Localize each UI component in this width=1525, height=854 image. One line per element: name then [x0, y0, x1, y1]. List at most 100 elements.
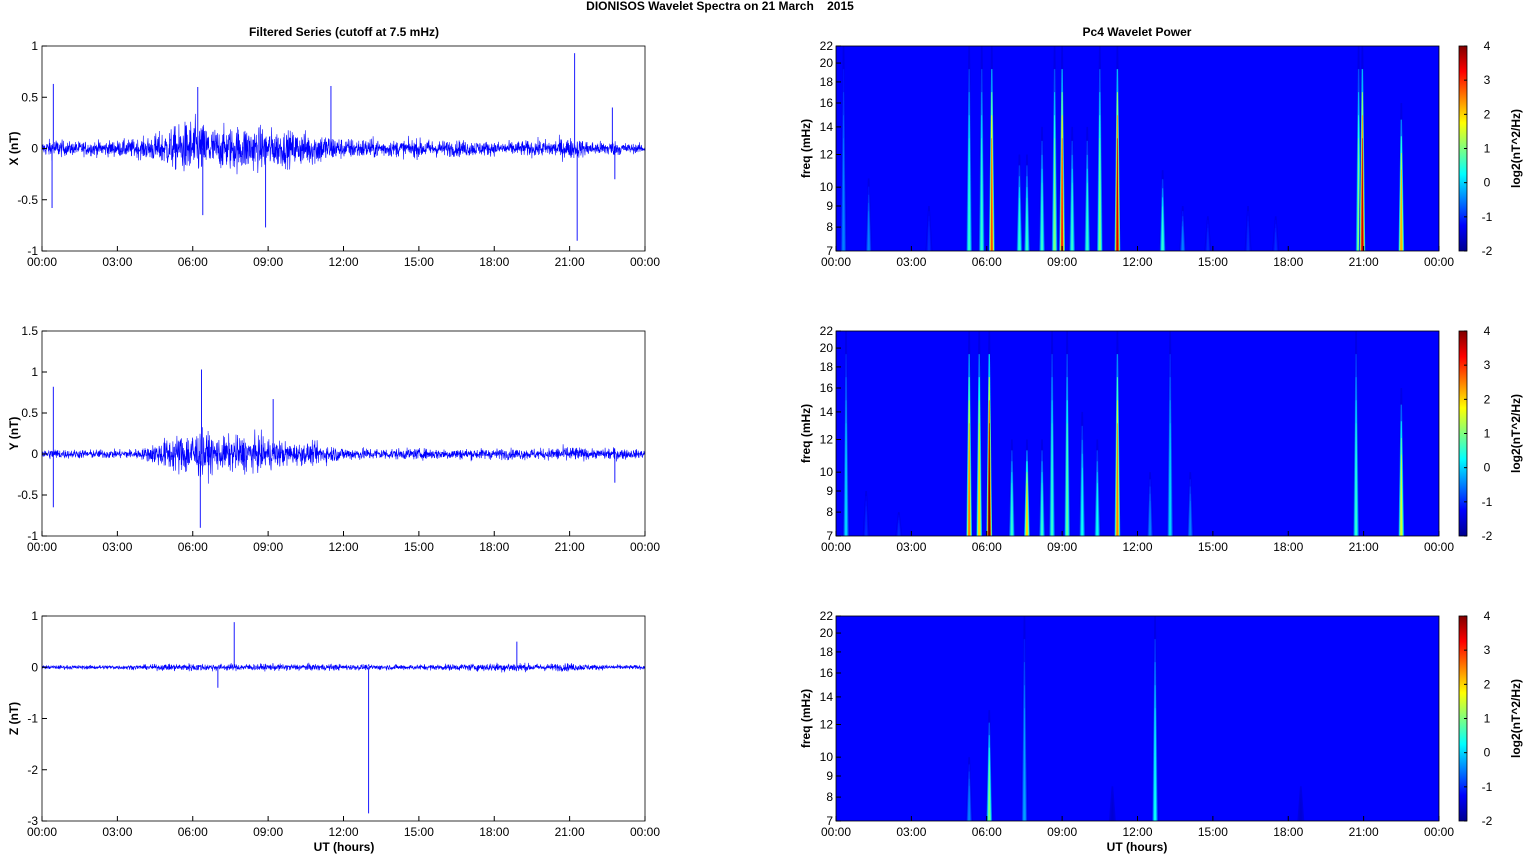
z-series-xtick-label: 12:00: [328, 825, 358, 839]
y-series-xtick-label: 18:00: [479, 540, 509, 554]
x-wavelet-burst: [1025, 197, 1028, 251]
y-wavelet-ytick-label: 18: [820, 360, 834, 374]
y-wavelet-colorbar-label: 3: [1484, 358, 1491, 372]
x-wavelet-xtick-label: 18:00: [1273, 255, 1303, 269]
z-wavelet-colorbar-label: -2: [1482, 814, 1493, 828]
x-wavelet-burst: [1357, 138, 1360, 251]
x-series-ytick-label: -1: [27, 244, 38, 258]
z-wavelet-ytick-label: 16: [820, 666, 834, 680]
x-wavelet-xtick-label: 06:00: [972, 255, 1002, 269]
x-wavelet-burst: [1161, 206, 1164, 251]
y-wavelet-burst: [1096, 482, 1099, 536]
y-wavelet-ylabel: freq (mHz): [799, 404, 813, 463]
y-wavelet-burst: [1189, 500, 1192, 536]
y-wavelet-burst: [1010, 482, 1013, 536]
x-wavelet-background: [836, 46, 1439, 251]
y-wavelet-ytick-label: 12: [820, 433, 834, 447]
z-series-ytick-label: -1: [27, 712, 38, 726]
x-wavelet-burst: [1206, 231, 1209, 251]
x-wavelet-colorbar-label: 0: [1484, 176, 1491, 190]
z-wavelet-ytick-label: 20: [820, 626, 834, 640]
y-series-ytick-label: 1.5: [21, 324, 38, 338]
z-series-plot-area: [42, 616, 645, 821]
x-series-xtick-label: 15:00: [404, 255, 434, 269]
y-wavelet-burst: [1400, 454, 1403, 536]
y-wavelet-colorbar-label: 0: [1484, 461, 1491, 475]
x-wavelet-burst: [980, 138, 983, 251]
y-wavelet-burst: [1040, 482, 1044, 536]
y-series-xtick-label: 15:00: [404, 540, 434, 554]
y-series-xtick-label: 06:00: [178, 540, 208, 554]
y-wavelet-ytick-label: 9: [826, 484, 833, 498]
y-wavelet-ytick-label: 20: [820, 341, 834, 355]
x-wavelet-xtick-label: 09:00: [1047, 255, 1077, 269]
x-wavelet-burst: [968, 138, 971, 251]
y-wavelet-colorbar-label: -1: [1482, 495, 1493, 509]
y-wavelet-burst: [845, 423, 848, 536]
z-wavelet-burst: [988, 760, 991, 821]
y-wavelet-ytick-label: 16: [820, 381, 834, 395]
z-series-panel: 10-1-2-300:00 03:00 06:00 09:00 12:00 15:00 18…: [7, 609, 660, 839]
x-wavelet-ytick-label: 12: [820, 148, 834, 162]
y-wavelet-ytick-label: 14: [820, 405, 834, 419]
y-wavelet-colorbar-label: 4: [1484, 324, 1491, 338]
x-wavelet-burst: [1098, 138, 1101, 251]
y-series-ytick-label: -0.5: [17, 488, 38, 502]
x-wavelet-colorbar-label: -1: [1482, 210, 1493, 224]
z-wavelet-xtick-label: 18:00: [1273, 825, 1303, 839]
x-wavelet-burst: [1274, 231, 1277, 251]
y-wavelet-burst: [1066, 423, 1069, 536]
x-wavelet-colorbar-label: -2: [1482, 244, 1493, 258]
x-series-xtick-label: 12:00: [328, 255, 358, 269]
y-wavelet-burst: [865, 511, 868, 536]
z-wavelet-burst: [968, 785, 971, 821]
y-wavelet-burst: [1116, 423, 1119, 536]
y-wavelet-colorbar-label: -2: [1482, 529, 1493, 543]
x-wavelet-ytick-label: 8: [826, 220, 833, 234]
y-series-plot-area: [42, 331, 645, 536]
x-wavelet-burst: [1181, 226, 1184, 251]
y-series-ytick-label: 1: [31, 365, 38, 379]
y-series-xtick-label: 12:00: [328, 540, 358, 554]
y-wavelet-ytick-label: 10: [820, 465, 834, 479]
y-wavelet-xtick-label: 09:00: [1047, 540, 1077, 554]
z-wavelet-ytick-label: 7: [826, 814, 833, 828]
x-wavelet-colorbar-label: 4: [1484, 39, 1491, 53]
x-series-panel: 10.50-0.5-100:00 03:00 06:00 09:00 12:00 15:0…: [7, 39, 660, 269]
x-wavelet-ytick-label: 20: [820, 56, 834, 70]
x-wavelet-xtick-label: 12:00: [1122, 255, 1152, 269]
x-wavelet-burst: [1400, 169, 1403, 251]
main-title: DIONISOS Wavelet Spectra on 21 March 201…: [586, 0, 854, 13]
z-wavelet-background: [836, 616, 1439, 821]
z-wavelet-xtick-label: 00:00: [821, 825, 851, 839]
y-series-ytick-label: 0: [31, 447, 38, 461]
z-wavelet-ytick-label: 8: [826, 790, 833, 804]
x-wavelet-burst: [990, 138, 993, 251]
z-series-trace: [41, 662, 646, 673]
x-wavelet-burst: [1247, 226, 1250, 251]
z-wavelet-ytick-label: 9: [826, 769, 833, 783]
x-wavelet-colorbar-title: log2(nT^2/Hz): [1509, 109, 1523, 188]
x-wavelet-burst: [1053, 138, 1056, 251]
y-series-panel: 1.510.50-0.5-100:00 03:00 06:00 09:00 12:00 1…: [7, 324, 660, 554]
z-series-xtick-label: 15:00: [404, 825, 434, 839]
x-wavelet-burst: [1116, 138, 1119, 251]
y-wavelet-xtick-label: 03:00: [896, 540, 926, 554]
y-wavelet-burst: [988, 423, 991, 536]
x-wavelet-ytick-label: 14: [820, 120, 834, 134]
y-wavelet-burst: [897, 522, 900, 536]
z-series-xtick-label: 03:00: [102, 825, 132, 839]
x-wavelet-ytick-label: 16: [820, 96, 834, 110]
x-wavelet-burst: [927, 226, 931, 251]
y-series-ytick-label: 0.5: [21, 406, 38, 420]
z-wavelet-burst: [1299, 801, 1302, 821]
y-wavelet-colorbar-label: 1: [1484, 427, 1491, 441]
y-wavelet-xtick-label: 00:00: [1424, 540, 1454, 554]
y-series-xtick-label: 00:00: [27, 540, 57, 554]
y-wavelet-ytick-label: 8: [826, 505, 833, 519]
x-axis-label-right: UT (hours): [1107, 840, 1168, 854]
z-wavelet-xtick-label: 15:00: [1198, 825, 1228, 839]
x-wavelet-xtick-label: 00:00: [1424, 255, 1454, 269]
